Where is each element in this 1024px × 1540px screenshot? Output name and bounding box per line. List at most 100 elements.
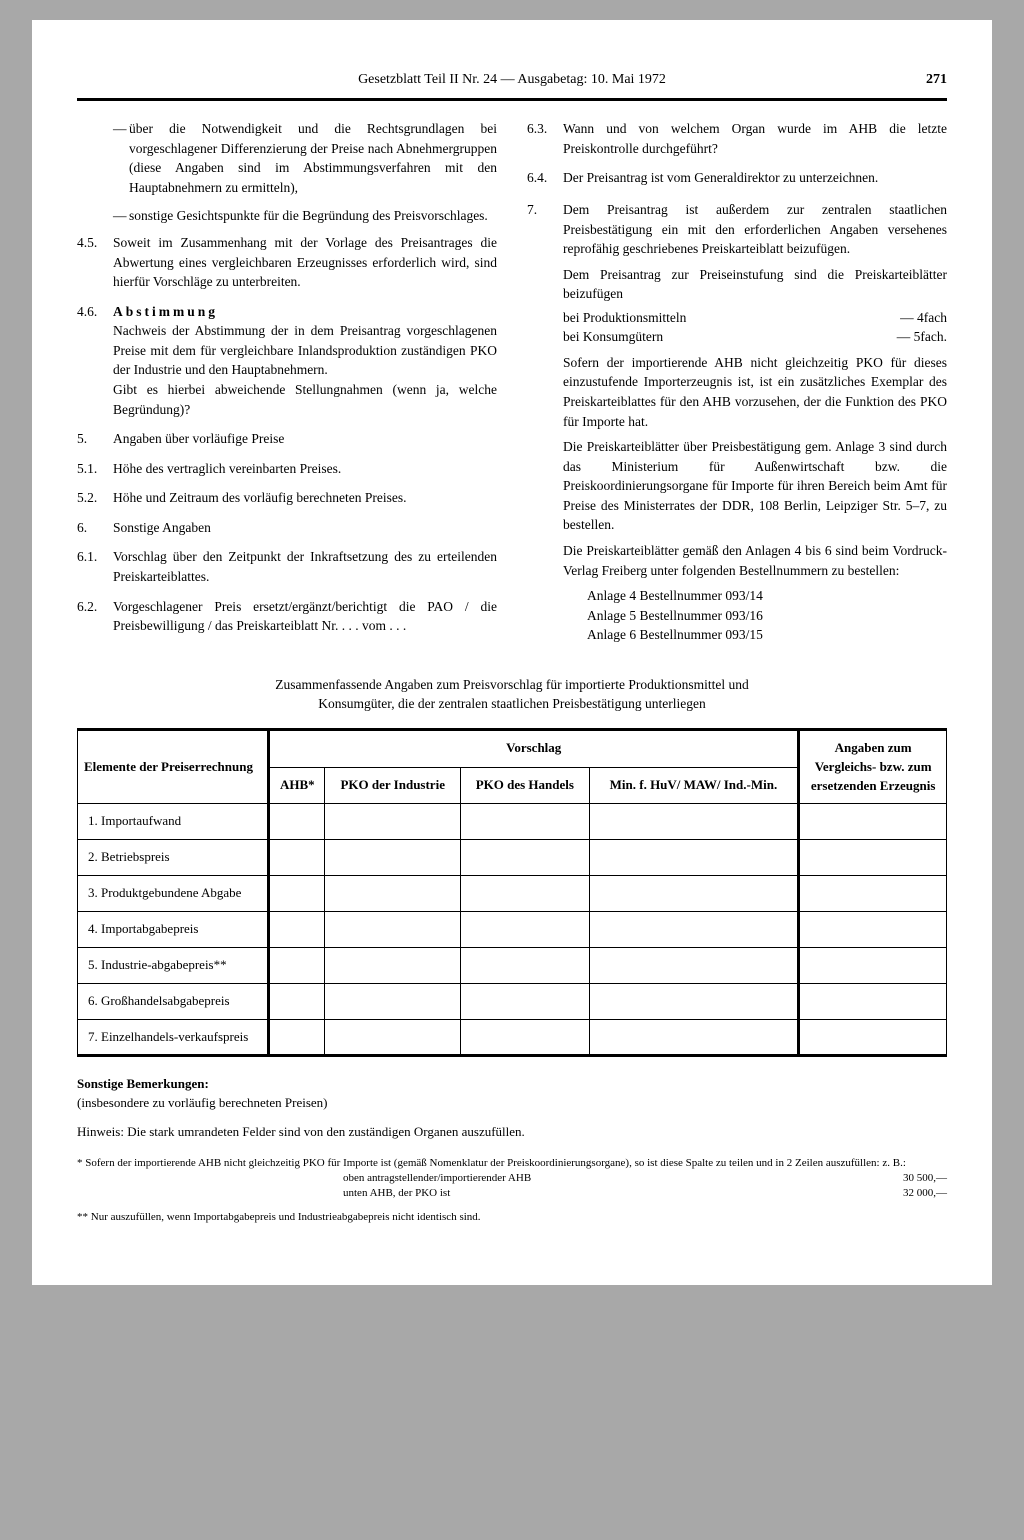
- table-row: 6. Großhandelsabgabepreis: [78, 983, 947, 1019]
- form-cell[interactable]: [589, 804, 799, 840]
- form-cell[interactable]: [325, 983, 461, 1019]
- bullet-item: — sonstige Gesichtspunkte für die Begrün…: [113, 206, 497, 226]
- table-header-row: Elemente der Preiserrechnung Vorschlag A…: [78, 729, 947, 767]
- footnote-text: * Sofern der importierende AHB nicht gle…: [77, 1156, 947, 1171]
- page-number: 271: [926, 70, 947, 90]
- list-item: 7. Dem Preisantrag ist außerdem zur zent…: [527, 200, 947, 645]
- list-item: 4.5. Soweit im Zusammenhang mit der Vorl…: [77, 233, 497, 292]
- col-header-min: Min. f. HuV/ MAW/ Ind.-Min.: [589, 767, 799, 804]
- spec-row: bei Konsumgütern — 5fach.: [563, 327, 947, 347]
- form-cell[interactable]: [799, 911, 947, 947]
- footnote-example-label: oben antragstellender/importierender AHB: [343, 1171, 877, 1186]
- spec-row: bei Produktionsmitteln — 4fach: [563, 308, 947, 328]
- form-cell[interactable]: [589, 840, 799, 876]
- order-line: Anlage 4 Bestellnummer 093/14: [587, 586, 947, 606]
- item-number: 4.6.: [77, 302, 113, 419]
- form-cell[interactable]: [589, 983, 799, 1019]
- form-cell[interactable]: [589, 911, 799, 947]
- footnote-example-row: oben antragstellender/importierender AHB…: [77, 1171, 947, 1186]
- item-number: 5.2.: [77, 488, 113, 508]
- form-cell[interactable]: [325, 947, 461, 983]
- form-cell[interactable]: [269, 804, 325, 840]
- list-item: 6.4. Der Preisantrag ist vom Generaldire…: [527, 168, 947, 188]
- item-text: Sonstige Angaben: [113, 518, 497, 538]
- form-cell[interactable]: [325, 840, 461, 876]
- form-cell[interactable]: [589, 1019, 799, 1056]
- form-cell[interactable]: [325, 876, 461, 912]
- item-number: 5.1.: [77, 459, 113, 479]
- form-cell[interactable]: [589, 947, 799, 983]
- paragraph-text: Die Preiskarteiblätter über Preisbestäti…: [563, 437, 947, 535]
- spec-value: — 5fach.: [897, 327, 947, 347]
- remarks-subtitle: (insbesondere zu vorläufig berechneten P…: [77, 1094, 947, 1113]
- form-cell[interactable]: [589, 876, 799, 912]
- header-rule: [77, 98, 947, 101]
- form-cell[interactable]: [269, 947, 325, 983]
- table-caption: Zusammenfassende Angaben zum Preisvorsch…: [252, 675, 772, 714]
- two-column-body: — über die Notwendigkeit und die Rechtsg…: [77, 119, 947, 655]
- item-text: Höhe des vertraglich vereinbarten Preise…: [113, 459, 497, 479]
- col-header-pko-hand: PKO des Handels: [461, 767, 589, 804]
- table-row: 2. Betriebspreis: [78, 840, 947, 876]
- form-cell[interactable]: [799, 947, 947, 983]
- header-title: Gesetzblatt Teil II Nr. 24 — Ausgabetag:…: [358, 72, 666, 87]
- form-cell[interactable]: [269, 876, 325, 912]
- item-number: 7.: [527, 200, 563, 645]
- item-text: Der Preisantrag ist vom Generaldirektor …: [563, 168, 947, 188]
- item-number: 5.: [77, 429, 113, 449]
- paragraph-text: Die Preiskarteiblätter gemäß den Anlagen…: [563, 541, 947, 580]
- row-label: 7. Einzelhandels-verkaufspreis: [78, 1019, 269, 1056]
- paragraph-text: Gibt es hierbei abweichende Stellungnahm…: [113, 382, 497, 417]
- form-cell[interactable]: [325, 804, 461, 840]
- row-label: 2. Betriebspreis: [78, 840, 269, 876]
- price-form-table: Elemente der Preiserrechnung Vorschlag A…: [77, 728, 947, 1057]
- form-cell[interactable]: [799, 1019, 947, 1056]
- form-cell[interactable]: [461, 840, 589, 876]
- form-cell[interactable]: [461, 804, 589, 840]
- col-header-pko-ind: PKO der Industrie: [325, 767, 461, 804]
- bullet-text: sonstige Gesichtspunkte für die Begründu…: [129, 206, 497, 226]
- spec-label: bei Produktionsmitteln: [563, 308, 686, 328]
- table-row: 7. Einzelhandels-verkaufspreis: [78, 1019, 947, 1056]
- form-cell[interactable]: [269, 1019, 325, 1056]
- form-cell[interactable]: [461, 876, 589, 912]
- col-header-elements: Elemente der Preiserrechnung: [78, 729, 269, 804]
- list-item: 6. Sonstige Angaben: [77, 518, 497, 538]
- list-item: 6.1. Vorschlag über den Zeitpunkt der In…: [77, 547, 497, 586]
- dash-icon: —: [113, 119, 129, 197]
- item-text: Vorgeschlagener Preis ersetzt/ergänzt/be…: [113, 597, 497, 636]
- form-cell[interactable]: [461, 911, 589, 947]
- form-cell[interactable]: [269, 840, 325, 876]
- form-cell[interactable]: [799, 840, 947, 876]
- col-header-ahb: AHB*: [269, 767, 325, 804]
- dash-icon: —: [113, 206, 129, 226]
- order-line: Anlage 6 Bestellnummer 093/15: [587, 625, 947, 645]
- form-cell[interactable]: [799, 983, 947, 1019]
- order-line: Anlage 5 Bestellnummer 093/16: [587, 606, 947, 626]
- footnotes-section: * Sofern der importierende AHB nicht gle…: [77, 1156, 947, 1225]
- list-item: 5.1. Höhe des vertraglich vereinbarten P…: [77, 459, 497, 479]
- row-label: 1. Importaufwand: [78, 804, 269, 840]
- bullet-group: — über die Notwendigkeit und die Rechtsg…: [77, 119, 497, 225]
- footnote-example-value: 30 500,—: [877, 1171, 947, 1186]
- form-cell[interactable]: [269, 911, 325, 947]
- row-label: 3. Produktgebundene Abgabe: [78, 876, 269, 912]
- form-cell[interactable]: [461, 983, 589, 1019]
- item-text: Höhe und Zeitraum des vorläufig berechne…: [113, 488, 497, 508]
- form-cell[interactable]: [325, 1019, 461, 1056]
- list-item: 5. Angaben über vorläufige Preise: [77, 429, 497, 449]
- row-label: 4. Importabgabepreis: [78, 911, 269, 947]
- item-text: Soweit im Zusammenhang mit der Vorlage d…: [113, 233, 497, 292]
- footnote-text: ** Nur auszufüllen, wenn Importabgabepre…: [77, 1210, 947, 1225]
- item-text: Angaben über vorläufige Preise: [113, 429, 497, 449]
- form-cell[interactable]: [799, 876, 947, 912]
- form-cell[interactable]: [461, 947, 589, 983]
- item-number: 6.: [77, 518, 113, 538]
- form-cell[interactable]: [325, 911, 461, 947]
- form-cell[interactable]: [269, 983, 325, 1019]
- paragraph-text: Nachweis der Abstimmung der in dem Preis…: [113, 323, 497, 377]
- list-item: 4.6. Abstimmung Nachweis der Abstimmung …: [77, 302, 497, 419]
- form-cell[interactable]: [461, 1019, 589, 1056]
- form-cell[interactable]: [799, 804, 947, 840]
- table-row: 5. Industrie-abgabepreis**: [78, 947, 947, 983]
